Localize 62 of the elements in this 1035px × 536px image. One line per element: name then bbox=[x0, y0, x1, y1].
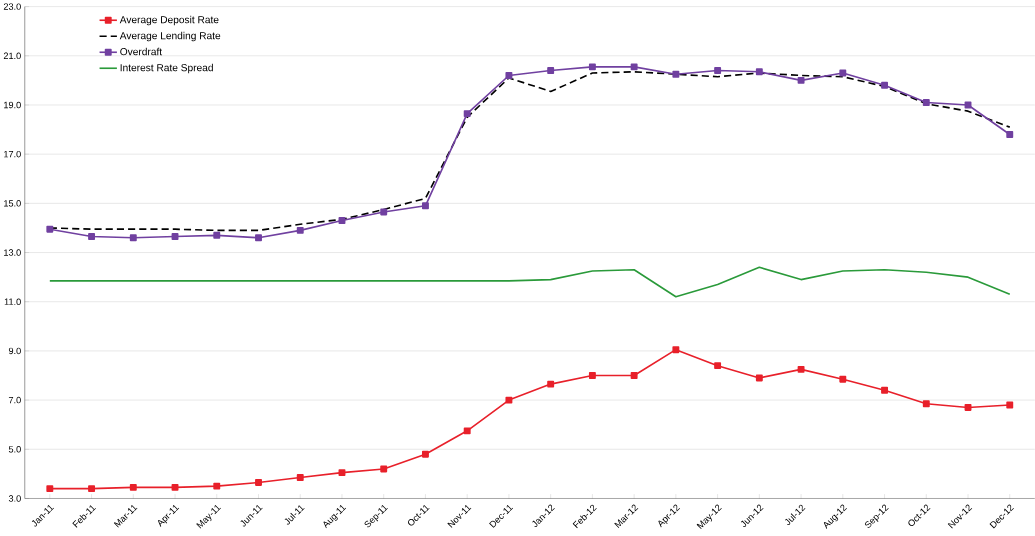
point bbox=[881, 386, 889, 394]
point bbox=[1006, 401, 1014, 409]
point bbox=[922, 400, 930, 408]
point bbox=[922, 99, 930, 107]
point bbox=[505, 396, 513, 404]
legend-label: Interest Rate Spread bbox=[120, 63, 213, 74]
point bbox=[505, 72, 513, 80]
point bbox=[630, 63, 638, 71]
point bbox=[421, 202, 429, 210]
point bbox=[1006, 131, 1014, 139]
y-tick-label: 23.0 bbox=[3, 3, 21, 10]
y-tick-label: 21.0 bbox=[3, 52, 21, 60]
point bbox=[797, 366, 805, 373]
legend-label: Average Deposit Rate bbox=[119, 15, 219, 26]
point bbox=[46, 485, 54, 493]
y-tick-label: 15.0 bbox=[4, 200, 21, 207]
y-tick-label: 9.0 bbox=[8, 347, 21, 355]
y-tick-label: 7.0 bbox=[8, 396, 21, 404]
y-tick-label: 5.0 bbox=[8, 446, 21, 453]
point bbox=[714, 362, 722, 370]
point bbox=[380, 208, 388, 216]
point bbox=[338, 217, 346, 225]
point bbox=[380, 465, 388, 473]
y-tick-label: 17.0 bbox=[4, 151, 21, 158]
legend-label: Overdraft bbox=[120, 47, 163, 56]
point bbox=[797, 77, 805, 84]
point bbox=[421, 450, 429, 458]
point bbox=[129, 484, 137, 491]
point bbox=[171, 484, 179, 491]
y-tick-label: 13.0 bbox=[4, 249, 21, 256]
point bbox=[171, 233, 179, 241]
point bbox=[672, 70, 680, 78]
legend-label: Average Lending Rate bbox=[119, 31, 221, 42]
point bbox=[463, 427, 471, 435]
point bbox=[630, 372, 638, 380]
point bbox=[255, 234, 262, 242]
point bbox=[588, 63, 596, 71]
point bbox=[547, 380, 555, 388]
point bbox=[213, 231, 221, 239]
point bbox=[129, 234, 137, 242]
y-tick-label: 3.0 bbox=[8, 495, 21, 502]
point bbox=[672, 346, 680, 354]
point bbox=[296, 227, 304, 234]
point bbox=[255, 479, 262, 487]
point bbox=[296, 474, 304, 482]
point bbox=[88, 233, 96, 241]
point bbox=[755, 374, 763, 382]
point bbox=[547, 67, 555, 75]
point bbox=[463, 110, 471, 118]
point bbox=[714, 67, 722, 75]
point bbox=[881, 81, 889, 89]
point bbox=[839, 375, 847, 383]
point bbox=[964, 404, 972, 412]
point bbox=[213, 482, 221, 490]
y-tick-label: 19.0 bbox=[4, 101, 21, 109]
point bbox=[88, 485, 96, 493]
point bbox=[755, 68, 763, 76]
point bbox=[588, 372, 596, 380]
y-tick-label: 11.0 bbox=[4, 298, 21, 306]
point bbox=[338, 469, 346, 477]
point bbox=[839, 69, 847, 77]
point bbox=[46, 225, 54, 233]
